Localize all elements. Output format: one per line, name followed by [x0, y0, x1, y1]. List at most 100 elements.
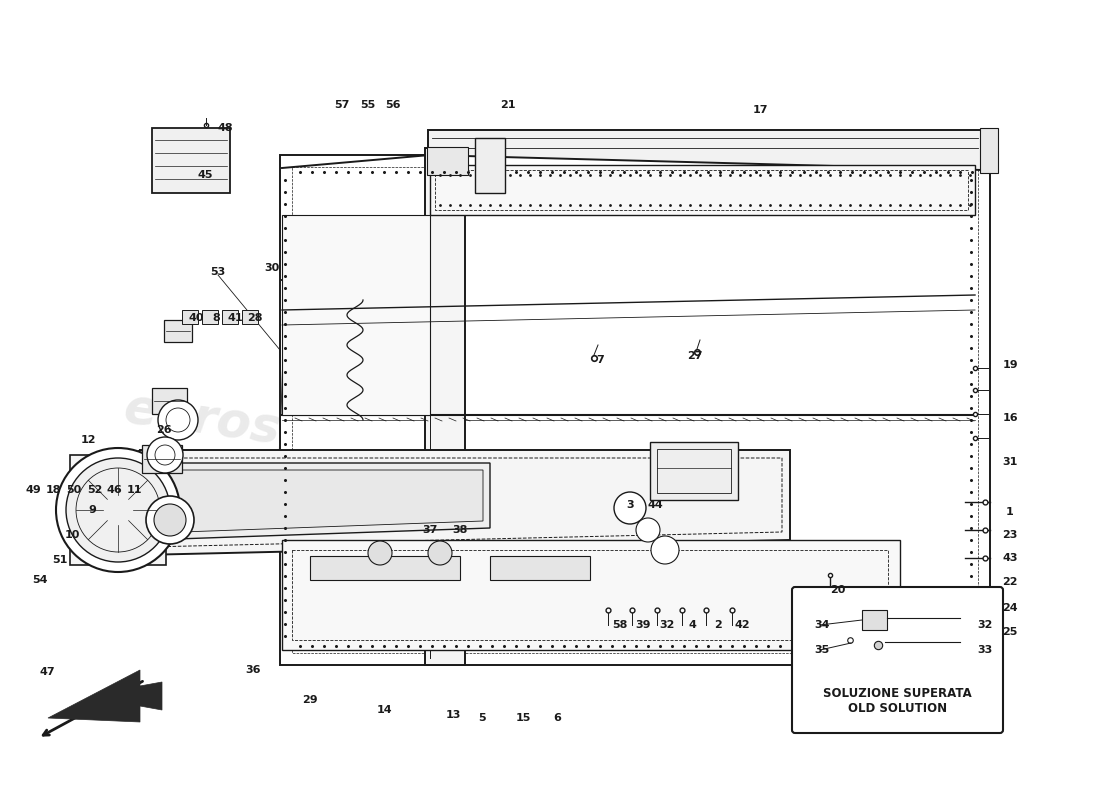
Text: 23: 23 [1002, 530, 1018, 540]
Text: 37: 37 [422, 525, 438, 535]
Text: 34: 34 [814, 620, 829, 630]
Text: 1: 1 [1006, 507, 1014, 517]
Circle shape [428, 541, 452, 565]
Text: 24: 24 [1002, 603, 1018, 613]
Circle shape [154, 504, 186, 536]
Text: 43: 43 [1002, 553, 1018, 563]
Text: 58: 58 [613, 620, 628, 630]
Bar [434, 170, 968, 210]
Text: 22: 22 [1002, 577, 1018, 587]
Text: 26: 26 [156, 425, 172, 435]
Text: 48: 48 [217, 123, 233, 133]
Text: 46: 46 [106, 485, 122, 495]
Polygon shape [430, 165, 975, 215]
Text: 17: 17 [752, 105, 768, 115]
Text: 7: 7 [596, 355, 604, 365]
Text: 4: 4 [689, 620, 696, 630]
Circle shape [146, 496, 194, 544]
Polygon shape [48, 670, 162, 722]
Polygon shape [425, 148, 465, 665]
Bar [222, 310, 238, 324]
Text: 44: 44 [647, 500, 663, 510]
Text: 36: 36 [245, 665, 261, 675]
Text: 21: 21 [500, 100, 516, 110]
Text: SOLUZIONE SUPERATA
OLD SOLUTION: SOLUZIONE SUPERATA OLD SOLUTION [823, 687, 972, 715]
Text: 35: 35 [814, 645, 829, 655]
Text: 25: 25 [1002, 627, 1018, 637]
Text: 13: 13 [446, 710, 461, 720]
Polygon shape [148, 463, 490, 540]
Polygon shape [282, 215, 430, 415]
Text: 29: 29 [302, 695, 318, 705]
Polygon shape [280, 155, 990, 665]
Text: 32: 32 [659, 620, 674, 630]
Text: 45: 45 [197, 170, 212, 180]
Text: 42: 42 [734, 620, 750, 630]
Polygon shape [310, 556, 460, 580]
Bar [795, 590, 1000, 730]
Circle shape [158, 400, 198, 440]
Text: 50: 50 [66, 485, 81, 495]
Bar [70, 455, 166, 565]
Text: 30: 30 [264, 263, 279, 273]
Text: 39: 39 [636, 620, 651, 630]
Text: 11: 11 [126, 485, 142, 495]
Bar [152, 388, 187, 414]
Bar [475, 138, 505, 193]
Bar [242, 310, 258, 324]
Circle shape [66, 458, 170, 562]
Text: 14: 14 [377, 705, 393, 715]
Text: 19: 19 [1002, 360, 1018, 370]
Text: 2: 2 [714, 620, 722, 630]
Bar [152, 128, 230, 193]
Text: eurospares: eurospares [120, 384, 440, 476]
Text: 53: 53 [210, 267, 225, 277]
Bar [862, 610, 887, 630]
Bar [202, 310, 218, 324]
Circle shape [614, 492, 646, 524]
Text: 56: 56 [385, 100, 400, 110]
Text: 57: 57 [334, 100, 350, 110]
Text: 55: 55 [361, 100, 375, 110]
Text: 38: 38 [452, 525, 468, 535]
Polygon shape [282, 540, 900, 650]
Text: 33: 33 [978, 645, 992, 655]
Text: 12: 12 [80, 435, 96, 445]
Text: 16: 16 [1002, 413, 1018, 423]
Text: 32: 32 [977, 620, 992, 630]
Text: 52: 52 [87, 485, 102, 495]
Bar [650, 442, 738, 500]
Text: eurospares: eurospares [560, 454, 880, 546]
Bar [182, 310, 198, 324]
Text: 27: 27 [688, 351, 703, 361]
Circle shape [368, 541, 392, 565]
Text: 6: 6 [553, 713, 561, 723]
Bar [164, 320, 192, 342]
Text: 9: 9 [88, 505, 96, 515]
Polygon shape [427, 147, 468, 175]
Polygon shape [140, 450, 790, 555]
Text: 5: 5 [478, 713, 486, 723]
Circle shape [147, 437, 183, 473]
Bar [142, 445, 182, 473]
Text: 28: 28 [248, 313, 263, 323]
Text: 54: 54 [32, 575, 47, 585]
Polygon shape [138, 450, 148, 558]
Circle shape [636, 518, 660, 542]
Text: 40: 40 [188, 313, 204, 323]
Polygon shape [490, 556, 590, 580]
Text: 3: 3 [626, 500, 634, 510]
Bar [980, 128, 998, 173]
Bar [657, 449, 732, 493]
Text: 51: 51 [53, 555, 68, 565]
Text: 10: 10 [64, 530, 79, 540]
Text: 8: 8 [212, 313, 220, 323]
Text: 20: 20 [830, 585, 846, 595]
Text: 18: 18 [45, 485, 60, 495]
Polygon shape [428, 130, 982, 170]
Text: 49: 49 [25, 485, 41, 495]
Circle shape [56, 448, 180, 572]
Circle shape [651, 536, 679, 564]
Text: 31: 31 [1002, 457, 1018, 467]
Polygon shape [155, 470, 483, 533]
